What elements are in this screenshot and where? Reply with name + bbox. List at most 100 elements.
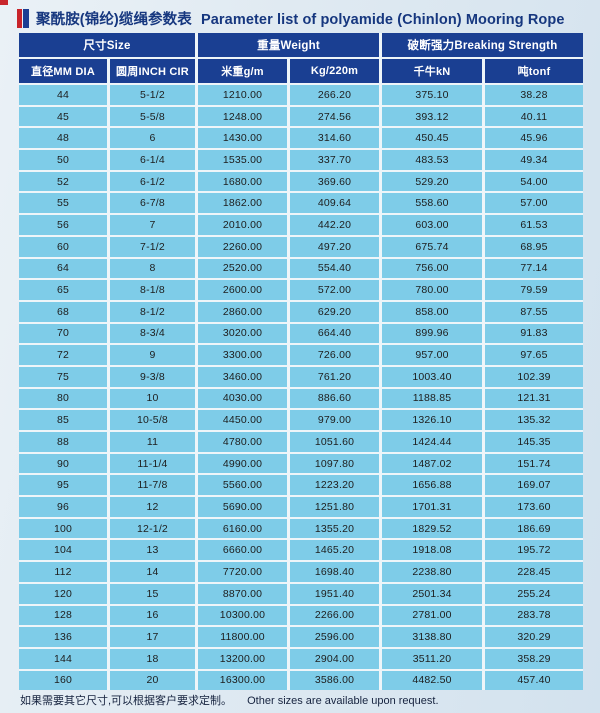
column-header-kg-per-220m: Kg/220m xyxy=(290,59,379,83)
scan-corner-artifact xyxy=(0,0,8,5)
table-cell-r7-c2: 7 xyxy=(110,215,195,235)
table-cell-r20-c5: 1701.31 xyxy=(382,497,482,517)
table-cell-r17-c2: 11 xyxy=(110,432,195,452)
table-cell-r2-c5: 393.12 xyxy=(382,106,482,127)
table-cell-r13-c5: 957.00 xyxy=(382,345,482,365)
table-cell-r12-c2: 8-3/4 xyxy=(110,323,195,344)
table-cell-r24-c3: 8870.00 xyxy=(198,583,287,604)
table-cell-r9-c2: 8 xyxy=(110,258,195,279)
table-cell-r23-c4: 1698.40 xyxy=(290,562,379,582)
table-cell-r5-c6: 54.00 xyxy=(485,171,583,192)
table-cell-r25-c2: 16 xyxy=(110,605,195,626)
table-cell-r18-c6: 151.74 xyxy=(485,453,583,474)
marker-gap xyxy=(22,8,23,28)
table-cell-r6-c6: 57.00 xyxy=(485,193,583,214)
table-cell-r17-c5: 1424.44 xyxy=(382,432,482,452)
table-cell-r26-c4: 2596.00 xyxy=(290,627,379,647)
table-cell-r3-c2: 6 xyxy=(110,128,195,149)
table-cell-r28-c6: 457.40 xyxy=(485,670,583,691)
table-cell-r18-c5: 1487.02 xyxy=(382,453,482,474)
table-cell-r15-c6: 121.31 xyxy=(485,388,583,409)
table-cell-r5-c4: 369.60 xyxy=(290,171,379,192)
table-cell-r14-c5: 1003.40 xyxy=(382,366,482,387)
table-cell-r10-c5: 780.00 xyxy=(382,280,482,300)
table-cell-r17-c6: 145.35 xyxy=(485,432,583,452)
table-cell-r13-c4: 726.00 xyxy=(290,345,379,365)
table-cell-r25-c6: 283.78 xyxy=(485,605,583,626)
footer-note-en: Other sizes are available upon request. xyxy=(247,695,439,707)
table-cell-r23-c5: 2238.80 xyxy=(382,562,482,582)
table-cell-r15-c1: 80 xyxy=(19,388,107,409)
table-cell-r12-c3: 3020.00 xyxy=(198,323,287,344)
table-cell-r7-c1: 56 xyxy=(19,215,107,235)
table-cell-r12-c5: 899.96 xyxy=(382,323,482,344)
page-title: 聚酰胺(锦纶)缆绳参数表 Parameter list of polyamide… xyxy=(36,8,565,29)
table-cell-r13-c3: 3300.00 xyxy=(198,345,287,365)
table-cell-r24-c2: 15 xyxy=(110,583,195,604)
table-cell-r14-c2: 9-3/8 xyxy=(110,366,195,387)
table-cell-r6-c1: 55 xyxy=(19,193,107,214)
table-cell-r17-c4: 1051.60 xyxy=(290,432,379,452)
table-cell-r16-c4: 979.00 xyxy=(290,410,379,430)
table-cell-r28-c2: 20 xyxy=(110,670,195,691)
table-cell-r21-c4: 1355.20 xyxy=(290,518,379,539)
table-cell-r19-c5: 1656.88 xyxy=(382,475,482,496)
table-cell-r1-c4: 266.20 xyxy=(290,85,379,105)
table-cell-r4-c6: 49.34 xyxy=(485,150,583,170)
table-cell-r18-c1: 90 xyxy=(19,453,107,474)
table-cell-r22-c5: 1918.08 xyxy=(382,540,482,561)
title-marker-icon xyxy=(17,8,29,28)
table-cell-r25-c3: 10300.00 xyxy=(198,605,287,626)
table-cell-r15-c3: 4030.00 xyxy=(198,388,287,409)
table-cell-r9-c3: 2520.00 xyxy=(198,258,287,279)
table-cell-r20-c2: 12 xyxy=(110,497,195,517)
table-cell-r3-c1: 48 xyxy=(19,128,107,149)
table-cell-r8-c6: 68.95 xyxy=(485,236,583,257)
footer-note: 如果需要其它尺寸,可以根据客户要求定制。 Other sizes are ava… xyxy=(20,692,580,708)
table-cell-r3-c3: 1430.00 xyxy=(198,128,287,149)
table-cell-r1-c2: 5-1/2 xyxy=(110,85,195,105)
table-cell-r27-c6: 358.29 xyxy=(485,648,583,669)
table-cell-r14-c3: 3460.00 xyxy=(198,366,287,387)
group-header-weight: 重量Weight xyxy=(198,33,379,57)
footer-note-zh: 如果需要其它尺寸,可以根据客户要求定制。 xyxy=(20,695,233,707)
table-cell-r1-c6: 38.28 xyxy=(485,85,583,105)
marker-blue-bar xyxy=(23,8,29,28)
table-cell-r19-c2: 11-7/8 xyxy=(110,475,195,496)
table-cell-r27-c3: 13200.00 xyxy=(198,648,287,669)
table-cell-r27-c4: 2904.00 xyxy=(290,648,379,669)
table-cell-r6-c5: 558.60 xyxy=(382,193,482,214)
table-cell-r8-c4: 497.20 xyxy=(290,236,379,257)
table-cell-r9-c5: 756.00 xyxy=(382,258,482,279)
table-cell-r22-c6: 195.72 xyxy=(485,540,583,561)
table-cell-r27-c1: 144 xyxy=(19,648,107,669)
page-title-zh: 聚酰胺(锦纶)缆绳参数表 xyxy=(36,11,192,28)
table-cell-r28-c4: 3586.00 xyxy=(290,670,379,691)
table-cell-r13-c6: 97.65 xyxy=(485,345,583,365)
table-cell-r3-c5: 450.45 xyxy=(382,128,482,149)
table-cell-r9-c6: 77.14 xyxy=(485,258,583,279)
table-cell-r23-c6: 228.45 xyxy=(485,562,583,582)
table-cell-r9-c4: 554.40 xyxy=(290,258,379,279)
table-cell-r2-c4: 274.56 xyxy=(290,106,379,127)
table-cell-r21-c2: 12-1/2 xyxy=(110,518,195,539)
table-cell-r13-c1: 72 xyxy=(19,345,107,365)
group-header-breaking-strength: 破断强力Breaking Strength xyxy=(382,33,583,57)
table-cell-r24-c6: 255.24 xyxy=(485,583,583,604)
table-cell-r8-c2: 7-1/2 xyxy=(110,236,195,257)
table-cell-r22-c4: 1465.20 xyxy=(290,540,379,561)
table-cell-r7-c4: 442.20 xyxy=(290,215,379,235)
table-cell-r20-c3: 5690.00 xyxy=(198,497,287,517)
table-cell-r16-c3: 4450.00 xyxy=(198,410,287,430)
table-cell-r19-c6: 169.07 xyxy=(485,475,583,496)
column-header-gram-per-meter: 米重g/m xyxy=(198,59,287,83)
table-cell-r12-c1: 70 xyxy=(19,323,107,344)
table-cell-r1-c5: 375.10 xyxy=(382,85,482,105)
table-cell-r28-c1: 160 xyxy=(19,670,107,691)
table-cell-r5-c2: 6-1/2 xyxy=(110,171,195,192)
table-cell-r12-c4: 664.40 xyxy=(290,323,379,344)
table-cell-r8-c1: 60 xyxy=(19,236,107,257)
table-cell-r5-c3: 1680.00 xyxy=(198,171,287,192)
table-cell-r23-c1: 112 xyxy=(19,562,107,582)
table-cell-r4-c3: 1535.00 xyxy=(198,150,287,170)
